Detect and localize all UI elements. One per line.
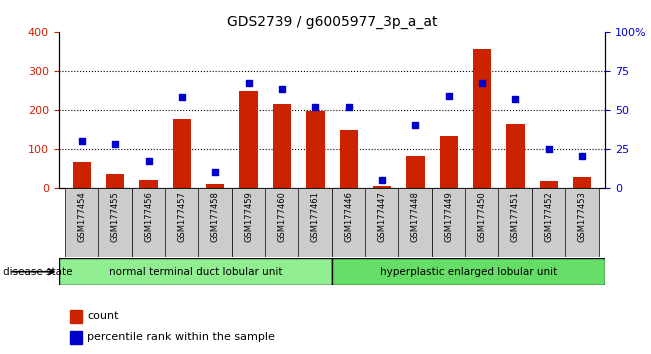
Point <box>143 158 154 164</box>
Text: GSM177459: GSM177459 <box>244 191 253 242</box>
Bar <box>73 162 91 188</box>
Point <box>544 146 554 152</box>
Bar <box>540 181 558 188</box>
Bar <box>232 188 266 257</box>
Point <box>477 80 487 86</box>
Text: GSM177448: GSM177448 <box>411 191 420 242</box>
Text: GSM177456: GSM177456 <box>144 191 153 242</box>
Text: GSM177452: GSM177452 <box>544 191 553 242</box>
Text: GSM177455: GSM177455 <box>111 191 120 242</box>
Bar <box>165 188 199 257</box>
Text: GSM177446: GSM177446 <box>344 191 353 242</box>
Text: GSM177447: GSM177447 <box>378 191 387 242</box>
Point <box>344 104 354 109</box>
Point <box>310 104 320 109</box>
Point <box>177 95 187 100</box>
Bar <box>265 188 299 257</box>
Bar <box>65 188 99 257</box>
Bar <box>173 120 191 188</box>
Text: GSM177461: GSM177461 <box>311 191 320 242</box>
Bar <box>132 188 166 257</box>
Bar <box>70 310 81 323</box>
Point <box>110 141 120 147</box>
Bar <box>373 185 391 188</box>
Bar <box>70 331 81 343</box>
Bar <box>106 174 124 188</box>
Bar <box>473 50 492 188</box>
Text: GSM177460: GSM177460 <box>277 191 286 242</box>
Bar <box>573 177 591 188</box>
Text: GSM177453: GSM177453 <box>577 191 587 242</box>
Point <box>443 93 454 98</box>
Point <box>77 138 87 144</box>
Point <box>577 154 587 159</box>
Bar <box>273 104 291 188</box>
Bar <box>465 188 499 257</box>
Text: disease state: disease state <box>3 267 73 277</box>
Text: GSM177457: GSM177457 <box>178 191 186 242</box>
Bar <box>240 91 258 188</box>
Bar <box>306 111 324 188</box>
Bar <box>331 188 366 257</box>
Bar <box>206 184 225 188</box>
Title: GDS2739 / g6005977_3p_a_at: GDS2739 / g6005977_3p_a_at <box>227 16 437 29</box>
Point <box>277 87 287 92</box>
Bar <box>506 124 525 188</box>
Text: GSM177454: GSM177454 <box>77 191 87 242</box>
Text: count: count <box>87 312 118 321</box>
Point <box>410 122 421 128</box>
Bar <box>406 156 424 188</box>
Bar <box>532 188 566 257</box>
Text: hyperplastic enlarged lobular unit: hyperplastic enlarged lobular unit <box>380 267 557 277</box>
Bar <box>565 188 599 257</box>
Bar <box>298 188 333 257</box>
Bar <box>139 180 158 188</box>
Point <box>510 96 521 102</box>
Text: normal terminal duct lobular unit: normal terminal duct lobular unit <box>109 267 282 277</box>
Bar <box>498 188 533 257</box>
Point <box>377 177 387 183</box>
Text: GSM177451: GSM177451 <box>511 191 520 242</box>
Text: GSM177450: GSM177450 <box>478 191 486 242</box>
Bar <box>332 258 605 285</box>
Bar <box>432 188 466 257</box>
Bar <box>59 258 332 285</box>
Text: percentile rank within the sample: percentile rank within the sample <box>87 332 275 342</box>
Bar <box>198 188 232 257</box>
Point <box>210 169 221 175</box>
Text: GSM177449: GSM177449 <box>444 191 453 242</box>
Bar <box>398 188 432 257</box>
Point <box>243 80 254 86</box>
Bar <box>98 188 132 257</box>
Text: GSM177458: GSM177458 <box>211 191 220 242</box>
Bar <box>340 130 358 188</box>
Bar <box>365 188 399 257</box>
Bar <box>439 136 458 188</box>
